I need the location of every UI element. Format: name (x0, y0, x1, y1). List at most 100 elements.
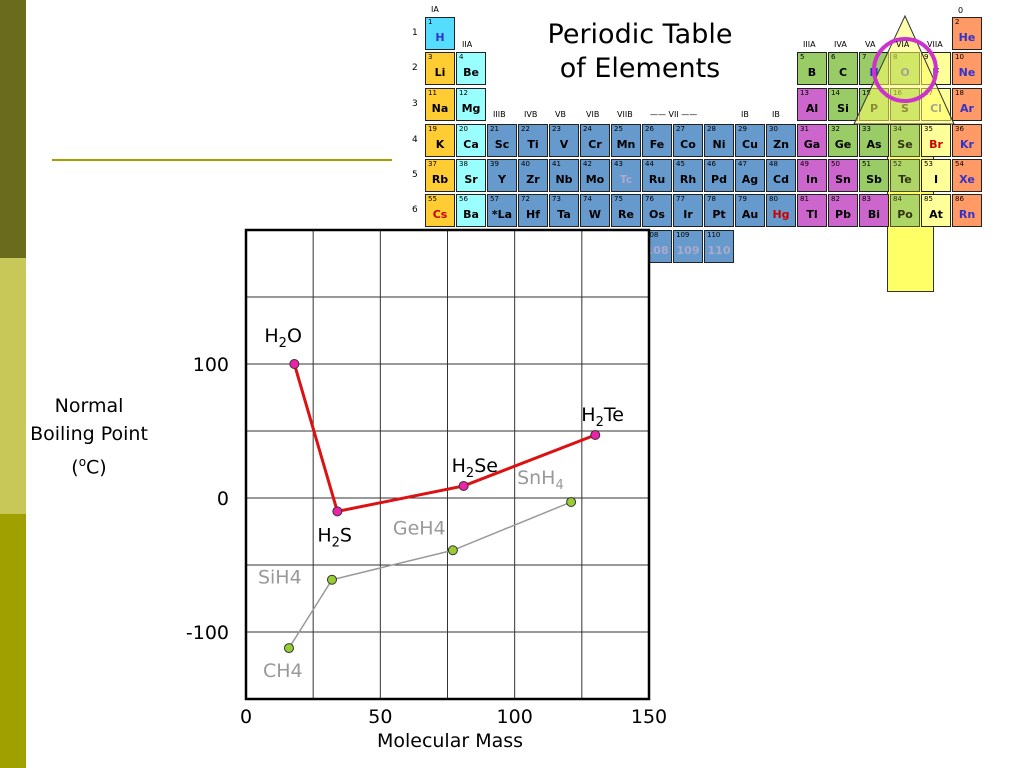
element-pt: 78 Pt (704, 194, 734, 227)
element-number: 83 (862, 195, 871, 203)
element-symbol: Ta (557, 208, 571, 221)
element-number: 36 (955, 125, 964, 133)
sidebar-segment-olive (0, 514, 26, 768)
element-w: 74 W (580, 194, 610, 227)
element-number: 13 (800, 89, 809, 97)
element-number: 42 (583, 160, 592, 168)
element-number: 45 (676, 160, 685, 168)
element-symbol: *La (491, 208, 513, 221)
element-number: 27 (676, 125, 685, 133)
element-xe: 54 Xe (952, 159, 982, 192)
element-symbol: As (866, 138, 882, 151)
series-line-group14 (288, 501, 572, 649)
element-symbol: Hg (772, 208, 790, 221)
element-tl: 81 Tl (797, 194, 827, 227)
element-be: 4 Be (456, 52, 486, 85)
element-symbol: In (806, 173, 818, 186)
element-symbol: Rh (679, 173, 697, 186)
element-number: 3 (428, 53, 433, 61)
element-cu: 29 Cu (735, 124, 765, 157)
point-label-h2se: H2Se (452, 455, 498, 481)
title-underline (52, 159, 392, 161)
element-symbol: Ca (463, 138, 479, 151)
element-number: 18 (955, 89, 964, 97)
element-mn: 25 Mn (611, 124, 641, 157)
slide-sidebar (0, 0, 26, 768)
element-au: 79 Au (735, 194, 765, 227)
element-number: 56 (459, 195, 468, 203)
element-number: 6 (831, 53, 836, 61)
element-number: 74 (583, 195, 592, 203)
element-symbol: Pd (711, 173, 727, 186)
element-number: 9 (924, 53, 929, 61)
element-co: 27 Co (673, 124, 703, 157)
element-symbol: Au (741, 208, 759, 221)
element-number: 20 (459, 125, 468, 133)
element-number: 80 (769, 195, 778, 203)
element-cs: 55 Cs (425, 194, 455, 227)
element-symbol: Si (837, 102, 849, 115)
element-number: 46 (707, 160, 716, 168)
element-hf: 72 Hf (518, 194, 548, 227)
element-symbol: Bi (867, 208, 881, 221)
element-number: 4 (459, 53, 464, 61)
element-si: 14 Si (828, 88, 858, 121)
group-label: IB (741, 110, 749, 119)
element-symbol: Ar (960, 102, 974, 115)
element-number: 86 (955, 195, 964, 203)
periodic-table-title: Periodic Table of Elements (520, 18, 760, 86)
group-label: IA (431, 5, 439, 14)
element-number: 32 (831, 125, 840, 133)
element-symbol: Fe (649, 138, 665, 151)
element-na: 11 Na (425, 88, 455, 121)
data-point-ch4 (283, 643, 294, 654)
point-label-ch4: CH4 (263, 660, 303, 682)
element-symbol: Nb (555, 173, 573, 186)
element-number: 35 (924, 125, 933, 133)
row-label-5: 5 (412, 170, 418, 180)
element-symbol: Ba (463, 208, 479, 221)
data-point-h2s (332, 506, 343, 517)
element-hg: 80 Hg (766, 194, 796, 227)
element-symbol: C (838, 66, 848, 79)
element-number: 33 (862, 125, 871, 133)
element-number: 53 (924, 160, 933, 168)
element-number: 41 (552, 160, 561, 168)
element-symbol: Ni (712, 138, 726, 151)
element-li: 3 Li (425, 52, 455, 85)
element-number: 25 (614, 125, 623, 133)
sidebar-segment-dark (0, 0, 26, 258)
group-label: IVA (834, 40, 847, 49)
element-symbol: W (588, 208, 602, 221)
element-symbol: Re (618, 208, 634, 221)
element-nb: 41 Nb (549, 159, 579, 192)
element-in: 49 In (797, 159, 827, 192)
element-tc: 43 Tc (611, 159, 641, 192)
element-symbol: Rn (958, 208, 976, 221)
element-number: 50 (831, 160, 840, 168)
element-number: 108 (645, 231, 659, 239)
plot-border (244, 228, 651, 701)
element-rb: 37 Rb (425, 159, 455, 192)
oxygen-circle (872, 37, 938, 103)
element-zn: 30 Zn (766, 124, 796, 157)
element-symbol: Co (680, 138, 696, 151)
x-tick-label: 100 (497, 706, 533, 728)
element-pd: 46 Pd (704, 159, 734, 192)
element-number: 52 (893, 160, 902, 168)
data-point-h2te (590, 430, 601, 441)
element-symbol: Ge (834, 138, 852, 151)
element-number: 54 (955, 160, 964, 168)
element-symbol: Kr (960, 138, 974, 151)
element-symbol: Po (897, 208, 913, 221)
x-tick-label: 150 (631, 706, 667, 728)
row-label-4: 4 (412, 135, 418, 145)
element-number: 40 (521, 160, 530, 168)
element-y: 39 Y (487, 159, 517, 192)
x-axis-label: Molecular Mass (376, 730, 524, 752)
element-symbol: Os (649, 208, 665, 221)
element-number: 109 (676, 231, 690, 239)
element-i: 53 I (921, 159, 951, 192)
element-bi: 83 Bi (859, 194, 889, 227)
